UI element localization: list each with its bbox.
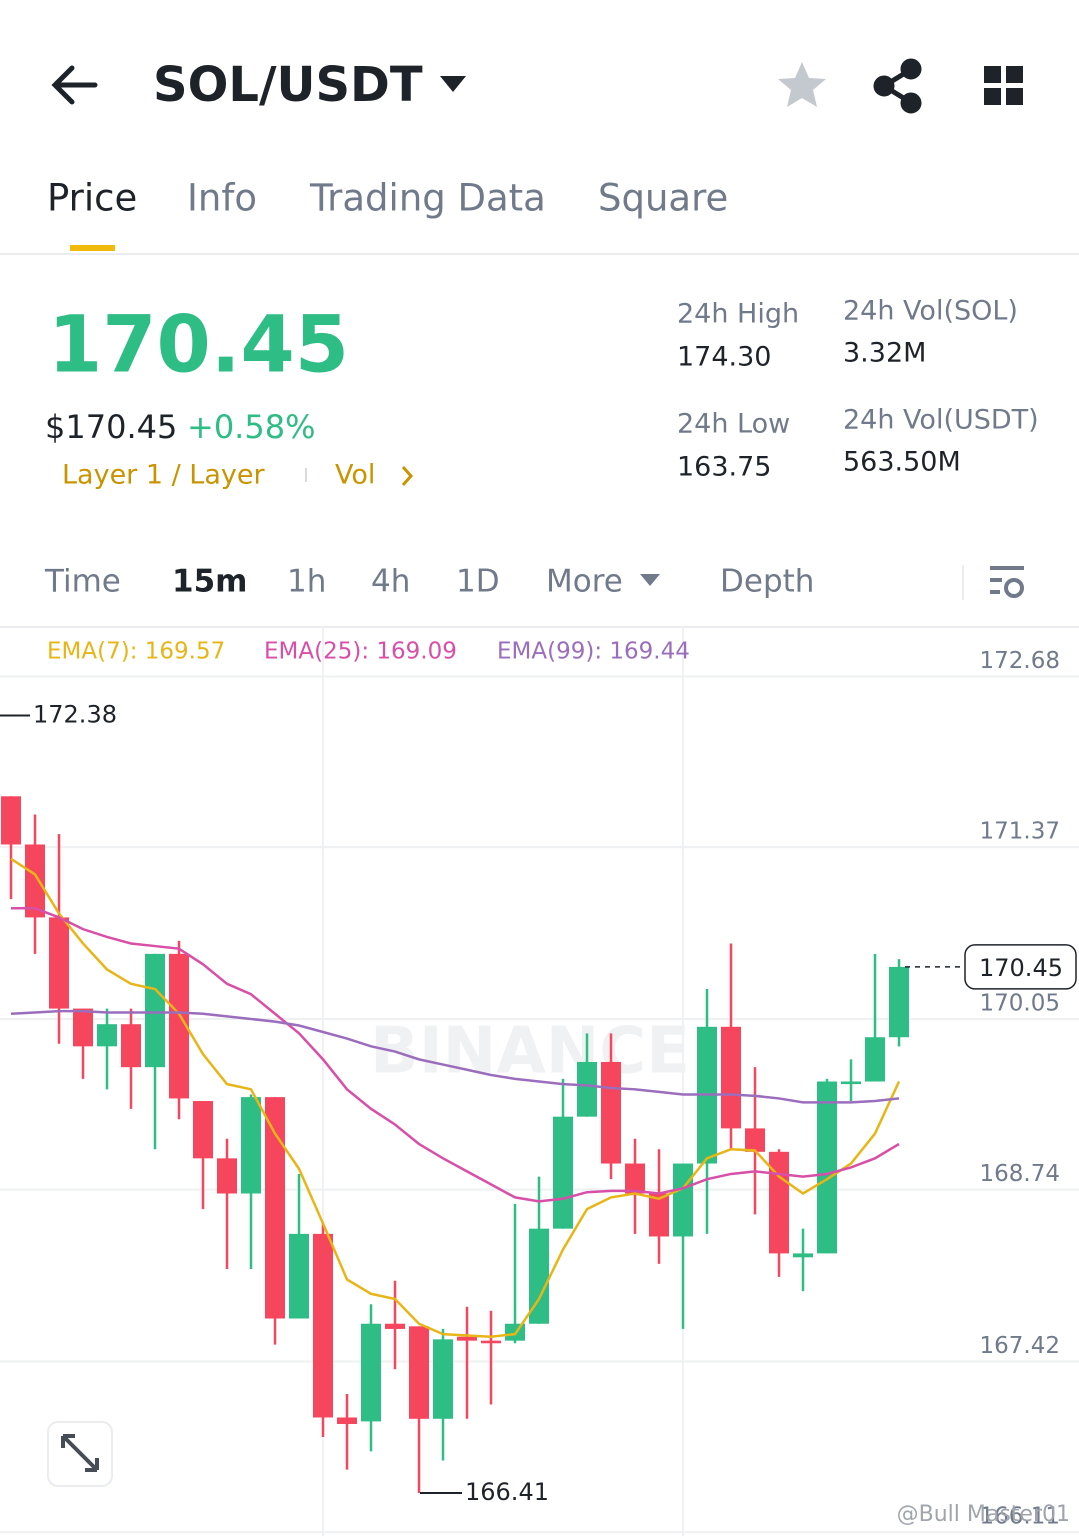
- interval[interactable]: 4h: [371, 564, 410, 600]
- candle-body: [121, 1024, 141, 1068]
- high-label: 172.38: [33, 701, 117, 729]
- ema-line: [11, 907, 900, 1203]
- candle-body: [217, 1158, 237, 1194]
- watermark: BINANCE: [370, 1015, 690, 1089]
- candle-body: [865, 1037, 885, 1082]
- stat-label: 24h Vol(USDT): [843, 405, 1039, 436]
- candle-body: [241, 1097, 261, 1194]
- y-tick-label: 168.74: [980, 1161, 1060, 1187]
- favorite-icon[interactable]: [778, 62, 826, 107]
- watermark: @Bull Master01: [897, 1502, 1070, 1527]
- tag[interactable]: Layer 1 / Layer: [62, 460, 265, 491]
- legend-entry: EMA(25): 169.09: [264, 639, 457, 665]
- candle-body: [745, 1128, 765, 1152]
- tab-active[interactable]: Price: [47, 177, 137, 220]
- candle-body: [769, 1151, 789, 1254]
- stat-value: 163.75: [677, 452, 771, 483]
- interval[interactable]: Time: [44, 564, 121, 600]
- y-tick-label: 166.11: [980, 1504, 1060, 1530]
- back-button[interactable]: [51, 65, 98, 105]
- low-label: 166.41: [465, 1478, 549, 1506]
- last-price-label: 170.45: [979, 954, 1063, 982]
- tab[interactable]: Square: [598, 177, 728, 220]
- candle-body: [25, 844, 45, 918]
- price-change: +0.58%: [187, 408, 315, 446]
- candle-body: [649, 1193, 669, 1237]
- last-price: 170.45: [48, 300, 349, 390]
- pair-dropdown[interactable]: [440, 76, 466, 92]
- y-tick-label: 172.68: [980, 648, 1060, 674]
- candle-body: [361, 1323, 381, 1422]
- ema-line: [10, 1009, 900, 1104]
- legend-entry: EMA(99): 169.44: [497, 639, 690, 665]
- more-caret: [640, 574, 660, 586]
- candle-body: [289, 1233, 309, 1319]
- stat-value: 3.32M: [843, 338, 926, 369]
- y-tick-label: 170.05: [980, 990, 1060, 1016]
- candle-body: [145, 953, 165, 1068]
- stat-value: 174.30: [677, 342, 771, 373]
- candle-body: [793, 1253, 813, 1258]
- stat-label: 24h High: [677, 299, 799, 330]
- candle-body: [481, 1340, 501, 1344]
- chart-settings-icon[interactable]: [990, 566, 1024, 598]
- tag-chevron: [401, 466, 414, 486]
- share-icon[interactable]: [873, 58, 922, 114]
- candle-body: [433, 1339, 453, 1419]
- interval[interactable]: Depth: [720, 564, 814, 600]
- y-tick-label: 171.37: [980, 819, 1060, 845]
- candle-body: [817, 1081, 837, 1254]
- stat-label: 24h Low: [677, 409, 790, 440]
- candle-body: [841, 1081, 861, 1085]
- chart: BINANCE 172.68 171.37 170.05 168.74 167.42 166…: [0, 627, 1079, 1536]
- stat-label: 24h Vol(SOL): [843, 296, 1018, 327]
- usd-price: $170.45: [45, 408, 177, 446]
- interval[interactable]: 1h: [287, 564, 326, 600]
- interval[interactable]: 1D: [456, 564, 500, 600]
- y-tick-label: 167.42: [980, 1333, 1060, 1359]
- candle-body: [889, 966, 909, 1038]
- candle-body: [673, 1163, 693, 1237]
- interval[interactable]: More: [546, 564, 623, 600]
- candle-body: [265, 1097, 285, 1319]
- candle-body: [97, 1024, 117, 1047]
- expand-button[interactable]: [47, 1421, 113, 1487]
- candle-body: [529, 1228, 549, 1324]
- candle-body: [169, 953, 189, 1099]
- interval-active[interactable]: 15m: [172, 564, 247, 600]
- candle-body: [409, 1326, 429, 1419]
- pair-title[interactable]: SOL/USDT: [153, 57, 423, 113]
- candle-body: [553, 1116, 573, 1229]
- tab-indicator: [70, 245, 115, 251]
- candle-body: [313, 1233, 333, 1418]
- candle-body: [337, 1417, 357, 1425]
- candle-body: [601, 1061, 621, 1164]
- stat-value: 563.50M: [843, 447, 961, 478]
- candle-body: [73, 1008, 93, 1047]
- tab[interactable]: Info: [187, 177, 257, 220]
- tab[interactable]: Trading Data: [309, 177, 546, 220]
- candle-body: [193, 1101, 213, 1159]
- legend-entry: EMA(7): 169.57: [47, 639, 225, 665]
- ema-line: [10, 857, 901, 1339]
- candle-body: [49, 917, 69, 1009]
- tag[interactable]: Vol: [335, 460, 375, 491]
- candle-body: [577, 1061, 597, 1117]
- candle-body: [625, 1163, 645, 1194]
- candle-body: [385, 1323, 405, 1329]
- candle-body: [457, 1336, 477, 1341]
- candle-body: [1, 796, 21, 845]
- last-price-tag: [964, 944, 1077, 990]
- grid-icon[interactable]: [984, 66, 1023, 105]
- candle-body: [721, 1026, 741, 1129]
